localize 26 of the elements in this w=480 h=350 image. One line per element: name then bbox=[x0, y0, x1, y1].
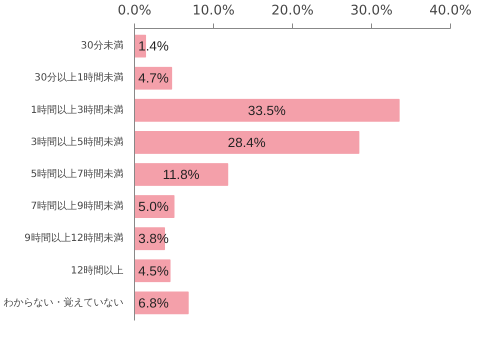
bar bbox=[134, 98, 400, 122]
y-tick-label: わからない・覚えていない bbox=[4, 296, 124, 308]
y-tick-label: 12時間以上 bbox=[70, 264, 124, 276]
data-label: 4.7% bbox=[138, 70, 169, 86]
data-label: 28.4% bbox=[228, 134, 266, 150]
data-label: 3.8% bbox=[138, 231, 169, 246]
y-tick-label: 3時間以上5時間未満 bbox=[30, 136, 124, 148]
data-label: 33.5% bbox=[248, 102, 286, 118]
y-tick-label: 5時間以上7時間未満 bbox=[30, 168, 124, 180]
y-tick-label: 9時間以上12時間未満 bbox=[24, 232, 124, 244]
x-tick-label: 30.0% bbox=[350, 4, 393, 18]
data-label: 1.4% bbox=[138, 38, 169, 54]
bar bbox=[134, 163, 228, 186]
y-tick-label: 1時間以上3時間未満 bbox=[30, 104, 124, 116]
x-tick-label: 0.0% bbox=[118, 4, 152, 18]
x-tick-label: 20.0% bbox=[271, 4, 314, 18]
bar bbox=[134, 131, 360, 154]
y-tick-label: 30分以上1時間未満 bbox=[34, 72, 124, 84]
y-tick-label: 30分未満 bbox=[80, 40, 124, 52]
data-label: 4.5% bbox=[138, 263, 169, 278]
x-tick-label: 10.0% bbox=[192, 4, 235, 18]
data-label: 11.8% bbox=[162, 167, 200, 182]
data-label: 5.0% bbox=[138, 199, 169, 214]
y-tick-label: 7時間以上9時間未満 bbox=[30, 200, 124, 212]
x-tick-label: 40.0% bbox=[429, 4, 472, 18]
data-label: 6.8% bbox=[138, 295, 169, 310]
